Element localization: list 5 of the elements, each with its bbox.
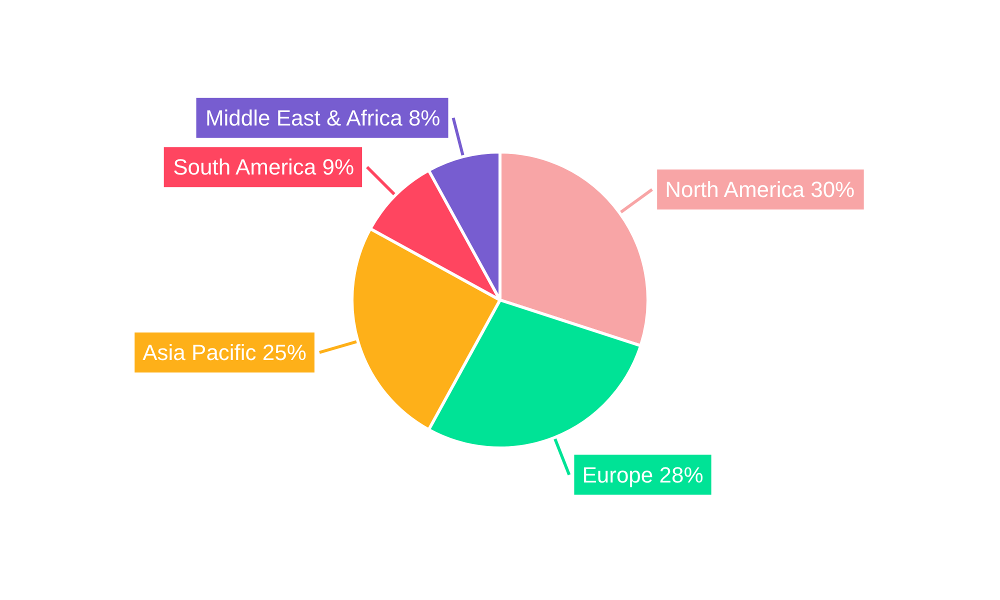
slice-label: Asia Pacific 25%: [142, 340, 306, 365]
slice-label: North America 30%: [665, 176, 855, 202]
slice-label: Middle East & Africa 8%: [205, 105, 440, 130]
slice-label: Europe 28%: [582, 462, 704, 488]
slice-label: South America 9%: [173, 154, 354, 180]
